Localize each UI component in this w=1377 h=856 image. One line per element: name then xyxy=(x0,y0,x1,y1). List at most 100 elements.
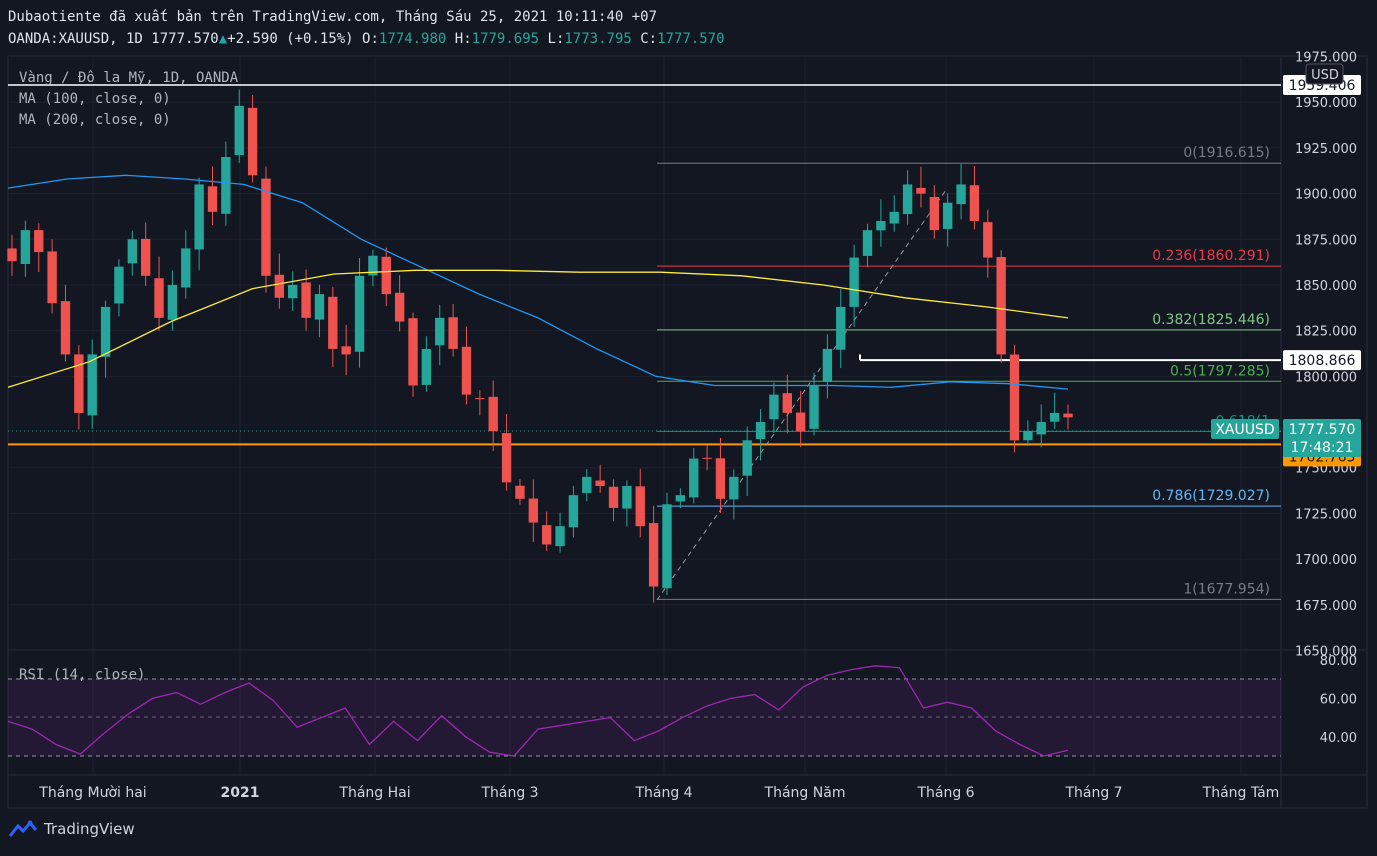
time-tick-label: Tháng Năm xyxy=(764,785,846,801)
candle-body xyxy=(956,184,966,205)
price-tick-label: 1950.000 xyxy=(1295,96,1357,111)
candle-body xyxy=(20,230,31,265)
rsi-tick-label: 60.00 xyxy=(1320,692,1357,707)
candle-body xyxy=(181,248,191,288)
fib-trend-line xyxy=(656,189,947,601)
last-price-value: 1777.570 xyxy=(151,31,219,47)
fib-level-label: 1(1677.954) xyxy=(1183,581,1270,597)
candle-body xyxy=(288,284,298,299)
candle-body xyxy=(969,185,980,221)
candle-body xyxy=(635,486,645,527)
candle-body xyxy=(902,184,913,215)
price-tick-label: 1650.000 xyxy=(1295,645,1357,660)
high-label: H: xyxy=(454,31,472,47)
candle-body xyxy=(608,486,619,508)
legend-ma100[interactable]: MA (100, close, 0) xyxy=(19,91,171,107)
legend-title: Vàng / Đô la Mỹ, 1D, OANDA xyxy=(19,70,239,86)
candle-body xyxy=(528,498,538,523)
ma200-line xyxy=(7,269,1069,388)
candle-body xyxy=(87,354,97,416)
candle-body xyxy=(421,348,432,385)
countdown-tag: 17:48:21 xyxy=(1291,440,1354,456)
time-tick-label: 2021 xyxy=(221,785,260,801)
change-value: +2.590 (+0.15%) xyxy=(227,31,354,47)
legend-ma200[interactable]: MA (200, close, 0) xyxy=(19,112,171,128)
ma100-line xyxy=(7,174,1069,390)
fib-level-label: 0.236(1860.291) xyxy=(1152,248,1270,264)
time-tick-label: Tháng Tám xyxy=(1202,785,1280,801)
candle-body xyxy=(261,178,271,276)
candle-body xyxy=(555,526,565,547)
close-label: C: xyxy=(640,31,658,47)
price-tick-label: 1875.000 xyxy=(1295,233,1357,248)
candle-body xyxy=(34,230,44,253)
price-tick-label: 1925.000 xyxy=(1295,142,1357,157)
candles xyxy=(7,89,1073,603)
currency-box xyxy=(1305,63,1344,85)
candle-body xyxy=(60,301,71,355)
candle-body xyxy=(983,222,993,258)
fib-level-label: 0.5(1797.285) xyxy=(1170,363,1270,379)
candle-body xyxy=(515,485,525,499)
legend-rsi[interactable]: RSI (14, close) xyxy=(19,667,146,683)
candle-body xyxy=(207,186,218,212)
candle-body xyxy=(929,196,940,231)
candle-body xyxy=(274,274,285,298)
candle-body xyxy=(689,458,699,498)
rsi-line xyxy=(7,665,1069,757)
candle-body xyxy=(394,292,405,322)
fib-level-label: 0.786(1729.027) xyxy=(1152,488,1270,504)
candle-body xyxy=(595,480,605,487)
candle-body xyxy=(675,495,686,502)
candle-body xyxy=(836,306,846,350)
price-tick-label: 1675.000 xyxy=(1295,599,1357,614)
rsi-band xyxy=(8,679,1281,756)
symbol-ohlc-line: OANDA:XAUUSD, 1D 1777.570▲+2.590 (+0.15%… xyxy=(8,31,725,47)
price-tick-label: 1825.000 xyxy=(1295,325,1357,340)
high-value: 1779.695 xyxy=(471,31,540,47)
candle-body xyxy=(448,317,458,349)
candle-body xyxy=(234,105,244,156)
time-axis-labels: Tháng Mười hai 2021 Tháng Hai Tháng 3 Tháng … xyxy=(38,785,1279,801)
candle-body xyxy=(795,412,806,432)
currency-label: USD xyxy=(1311,68,1339,83)
candle-body xyxy=(154,278,164,318)
candle-body xyxy=(127,239,137,264)
last-price-tag: 1777.570 xyxy=(1289,422,1356,438)
candle-body xyxy=(354,275,365,352)
rsi-tick-label: 80.00 xyxy=(1320,654,1357,669)
low-value: 1773.795 xyxy=(564,31,632,47)
time-tick-label: Tháng 7 xyxy=(1064,785,1122,801)
candle-body xyxy=(809,385,819,429)
candle-body xyxy=(729,476,739,500)
candle-body xyxy=(889,211,899,224)
price-tick-label: 1975.000 xyxy=(1295,51,1357,66)
time-tick-label: Tháng Hai xyxy=(338,785,410,801)
fib-level-label: 0(1916.615) xyxy=(1183,145,1270,161)
candle-body xyxy=(742,440,752,476)
candle-body xyxy=(475,398,485,400)
candle-body xyxy=(74,354,84,413)
symbol-tag-bg xyxy=(1211,419,1279,439)
fibonacci-retracement xyxy=(657,162,1281,600)
candle-body xyxy=(1009,354,1020,441)
open-value: 1774.980 xyxy=(378,31,447,47)
candle-body xyxy=(862,230,873,256)
candle-body xyxy=(943,202,953,229)
symbol-label: OANDA:XAUUSD, 1D xyxy=(8,31,143,47)
last-price-tag-bg xyxy=(1283,419,1361,457)
candle-body xyxy=(622,486,632,509)
price-tick-label: 1850.000 xyxy=(1295,279,1357,294)
time-tick-label: Tháng 3 xyxy=(480,785,538,801)
tradingview-logo-icon xyxy=(8,820,38,837)
candle-body xyxy=(341,346,351,355)
candle-body xyxy=(849,257,859,307)
candle-body xyxy=(648,523,659,587)
candle-body xyxy=(247,107,258,176)
candle-body xyxy=(1023,431,1033,441)
candle-body xyxy=(501,433,512,483)
tradingview-logo[interactable]: TradingView xyxy=(8,820,135,838)
price-axis-labels: 1975.000 1950.000 1925.000 1900.000 1875.000… xyxy=(1295,51,1357,660)
